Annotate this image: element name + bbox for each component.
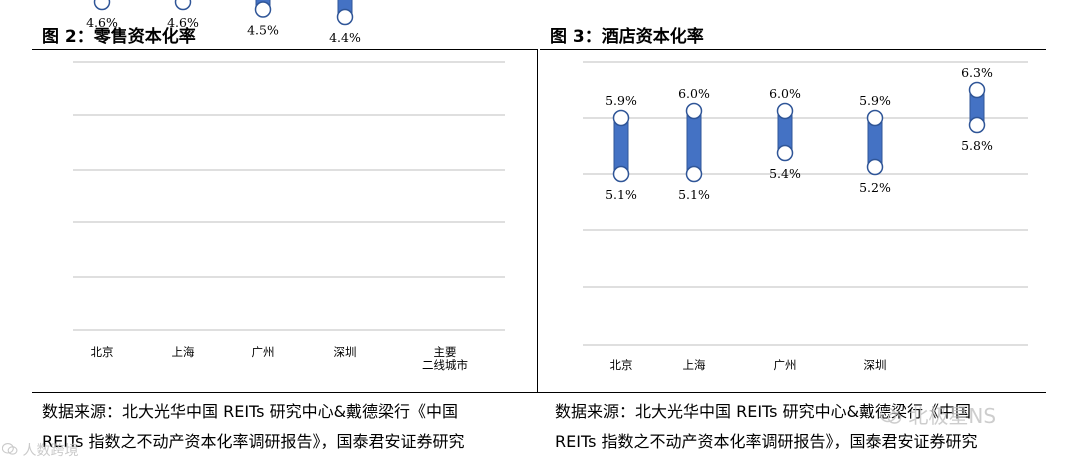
low-value-label: 4.5%: [247, 23, 279, 38]
left-source-line-1: 数据来源：北大光华中国 REITs 研究中心&戴德梁行《中国: [42, 402, 459, 421]
right-source-line-2: REITs 指数之不动产资本化率调研报告》，国泰君安证券研究: [555, 432, 978, 451]
low-value-label: 5.2%: [859, 180, 891, 195]
left-figure: 图 2：零售资本化率: [0, 0, 537, 392]
low-value-label: 5.1%: [605, 187, 637, 202]
high-marker: [685, 102, 703, 120]
category-label: 上海: [683, 358, 706, 372]
low-value-label: 5.4%: [769, 166, 801, 181]
category-label: 主要: [434, 345, 457, 359]
panel-divider: [537, 49, 538, 392]
left-figure-title: 图 2：零售资本化率: [42, 27, 196, 47]
range-bar: [613, 117, 629, 175]
high-marker: [776, 102, 794, 120]
low-marker: [685, 165, 703, 183]
category-label: 二线城市: [422, 358, 468, 372]
high-value-label: 6.0%: [678, 86, 710, 101]
left-title-rule: [32, 49, 537, 50]
low-marker: [968, 116, 986, 134]
low-marker: [866, 158, 884, 176]
right-figure: 图 3：酒店资本化率: [540, 0, 1080, 392]
category-label: 上海: [172, 345, 195, 359]
low-marker: [336, 8, 354, 26]
category-label: 深圳: [864, 358, 887, 372]
low-marker: [93, 0, 111, 11]
low-marker: [776, 144, 794, 162]
wechat-icon-small: [1, 442, 18, 460]
right-title-rule: [540, 49, 1046, 50]
retail-cap-rate-chart: 5.3%4.6%北京5.5%4.6%上海5.5%4.5%广州5.6%4.4%深圳…: [73, 0, 505, 372]
high-value-label: 5.9%: [605, 93, 637, 108]
left-bottom-rule: [32, 392, 537, 393]
hotel-cap-rate-chart: 5.9% 5.1% 北京 6.0% 5.1% 上海 6.0% 5.4% 广州 5.9% 5.2% 深圳…: [583, 61, 1028, 372]
left-source-line-2: REITs 指数之不动产资本化率调研报告》，国泰君安证券研究: [42, 432, 465, 451]
low-value-label: 4.6%: [86, 15, 118, 30]
low-value-label: 4.6%: [167, 15, 199, 30]
low-marker: [612, 165, 630, 183]
category-label: 北京: [91, 345, 114, 359]
low-value-label: 4.4%: [329, 30, 361, 45]
low-marker: [174, 0, 192, 11]
low-marker: [254, 1, 272, 18]
right-source-line-1: 数据来源：北大光华中国 REITs 研究中心&戴德梁行《中国: [555, 402, 972, 421]
high-marker: [968, 81, 986, 99]
high-value-label: 5.9%: [859, 93, 891, 108]
high-value-label: 6.0%: [769, 86, 801, 101]
category-label: 广州: [252, 345, 275, 359]
high-marker: [866, 109, 884, 127]
category-label: 广州: [774, 358, 797, 372]
category-label: 北京: [610, 358, 633, 372]
right-source-note: 数据来源：北大光华中国 REITs 研究中心&戴德梁行《中国 REITs 指数之…: [555, 397, 978, 457]
category-label: 深圳: [334, 345, 357, 359]
left-source-note: 数据来源：北大光华中国 REITs 研究中心&戴德梁行《中国 REITs 指数之…: [42, 397, 465, 457]
right-figure-title: 图 3：酒店资本化率: [550, 27, 704, 47]
low-value-label: 5.1%: [678, 187, 710, 202]
right-bottom-rule: [537, 392, 1046, 393]
high-value-label: 6.3%: [961, 65, 993, 80]
range-bar: [686, 110, 702, 175]
high-marker: [612, 109, 630, 127]
low-value-label: 5.8%: [961, 138, 993, 153]
